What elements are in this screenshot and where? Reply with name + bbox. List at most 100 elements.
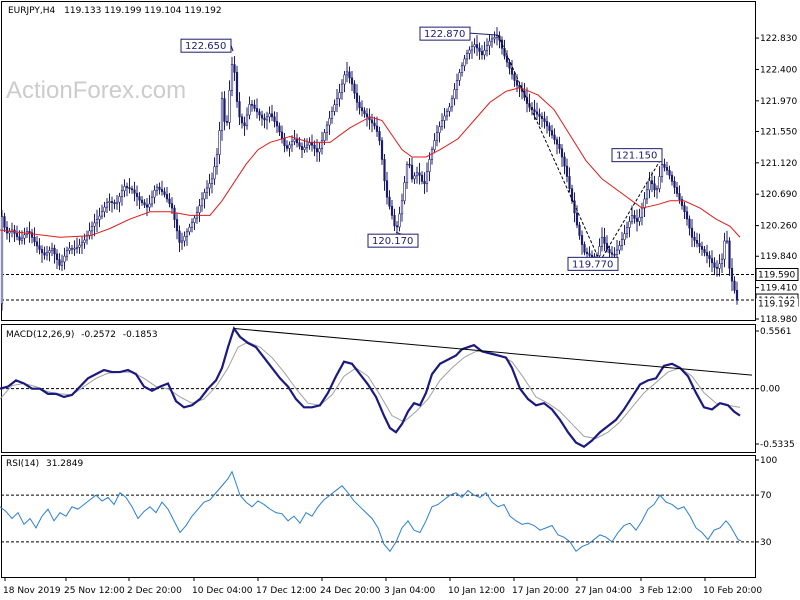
candle-body [545, 121, 549, 127]
candle-body [635, 218, 639, 222]
macd-line [0, 326, 741, 449]
moving-average-line [0, 87, 741, 238]
candle-body [140, 199, 144, 203]
candle-body [540, 116, 544, 119]
candle-body [165, 194, 169, 200]
candle-body [30, 232, 34, 238]
candle-body [163, 191, 166, 195]
candle-body [193, 217, 196, 223]
candle-body [695, 240, 699, 244]
current-price-box [756, 298, 798, 309]
candle-body [188, 226, 191, 233]
level-box [755, 267, 799, 281]
candle-body [413, 175, 416, 180]
candle-body [150, 196, 154, 205]
candle-body [203, 192, 206, 200]
candle-body [173, 207, 176, 220]
candle-body [18, 236, 21, 241]
candle-body [618, 245, 621, 251]
annotation-leader [469, 32, 499, 36]
candle-body [78, 244, 81, 248]
macd-tick-label: 0.00 [760, 385, 780, 395]
candle-body [295, 139, 299, 144]
candle-body [653, 183, 656, 191]
candle-body [330, 111, 334, 119]
candle-body [418, 172, 421, 176]
annotation-box [419, 26, 471, 41]
candle-body [395, 225, 399, 228]
candle-body [420, 174, 424, 182]
candle-body [318, 148, 321, 153]
candle-body [415, 172, 419, 177]
candle-body [220, 98, 224, 131]
candle-body [345, 71, 349, 76]
candle-body [588, 253, 591, 256]
candle-body [138, 196, 141, 201]
candle-body [320, 140, 324, 149]
annotation-box [567, 256, 619, 271]
candle-body [258, 111, 261, 116]
time-tick-label: 3 Jan 04:00 [384, 586, 436, 596]
candle-body [688, 218, 691, 229]
candle-body [245, 114, 249, 126]
candle-body [630, 215, 634, 222]
macd-signal-value: -0.1853 [123, 330, 158, 340]
candle-body [705, 252, 709, 256]
candle-body [538, 113, 541, 117]
candle-body [63, 255, 66, 263]
candle-body [473, 44, 476, 47]
candle-body [155, 186, 159, 191]
time-axis: 18 Nov 2019 25 Nov 12:00 2 Dec 20:00 10 Dec… [3, 577, 762, 596]
candle-body [338, 92, 341, 99]
level-label: 119.590 [758, 270, 795, 280]
candle-body [713, 262, 716, 268]
candle-body [450, 98, 454, 108]
candle-body [438, 126, 441, 133]
candle-body [278, 125, 281, 133]
candle-body [720, 258, 724, 265]
candle-body [405, 163, 409, 183]
candle-body [663, 163, 666, 168]
candle-body [248, 104, 251, 116]
trendline [497, 34, 601, 262]
candle-body [178, 230, 181, 243]
candle-body [505, 55, 509, 63]
candle-body [423, 181, 426, 185]
candle-body [448, 106, 451, 112]
candle-body [45, 252, 49, 256]
candle-body [93, 222, 96, 227]
candle-body [468, 49, 471, 54]
candle-body [225, 121, 229, 123]
candle-body [243, 122, 246, 126]
candle-body [348, 71, 351, 79]
time-tick-label: 10 Feb 20:00 [703, 586, 762, 596]
candle-body [508, 61, 511, 69]
candle-body [480, 51, 484, 56]
candle-body [535, 111, 539, 115]
ohlc-values: 119.133 119.199 119.104 119.192 [64, 6, 221, 16]
candle-body [398, 213, 401, 228]
candle-body [160, 189, 164, 192]
candle-body [145, 204, 149, 208]
candle-body [370, 119, 374, 124]
candle-body [8, 231, 11, 234]
candle-body [250, 104, 254, 106]
candle-body [643, 198, 646, 209]
candle-body [200, 198, 204, 207]
candle-body [123, 186, 126, 192]
candle-body [698, 243, 701, 247]
candle-body [308, 142, 311, 146]
candle-body [263, 117, 266, 121]
price-trendlines [497, 34, 661, 262]
candle-body [125, 186, 129, 188]
candle-body [0, 216, 4, 304]
candle-body [718, 263, 721, 269]
candle-body [35, 241, 39, 247]
current-price-label: 119.192 [756, 298, 798, 310]
candle-body [558, 143, 561, 150]
candle-body [658, 176, 661, 189]
candle-body [390, 205, 394, 216]
candle-body [353, 83, 356, 94]
candle-body [685, 211, 689, 220]
candle-body [385, 180, 389, 198]
